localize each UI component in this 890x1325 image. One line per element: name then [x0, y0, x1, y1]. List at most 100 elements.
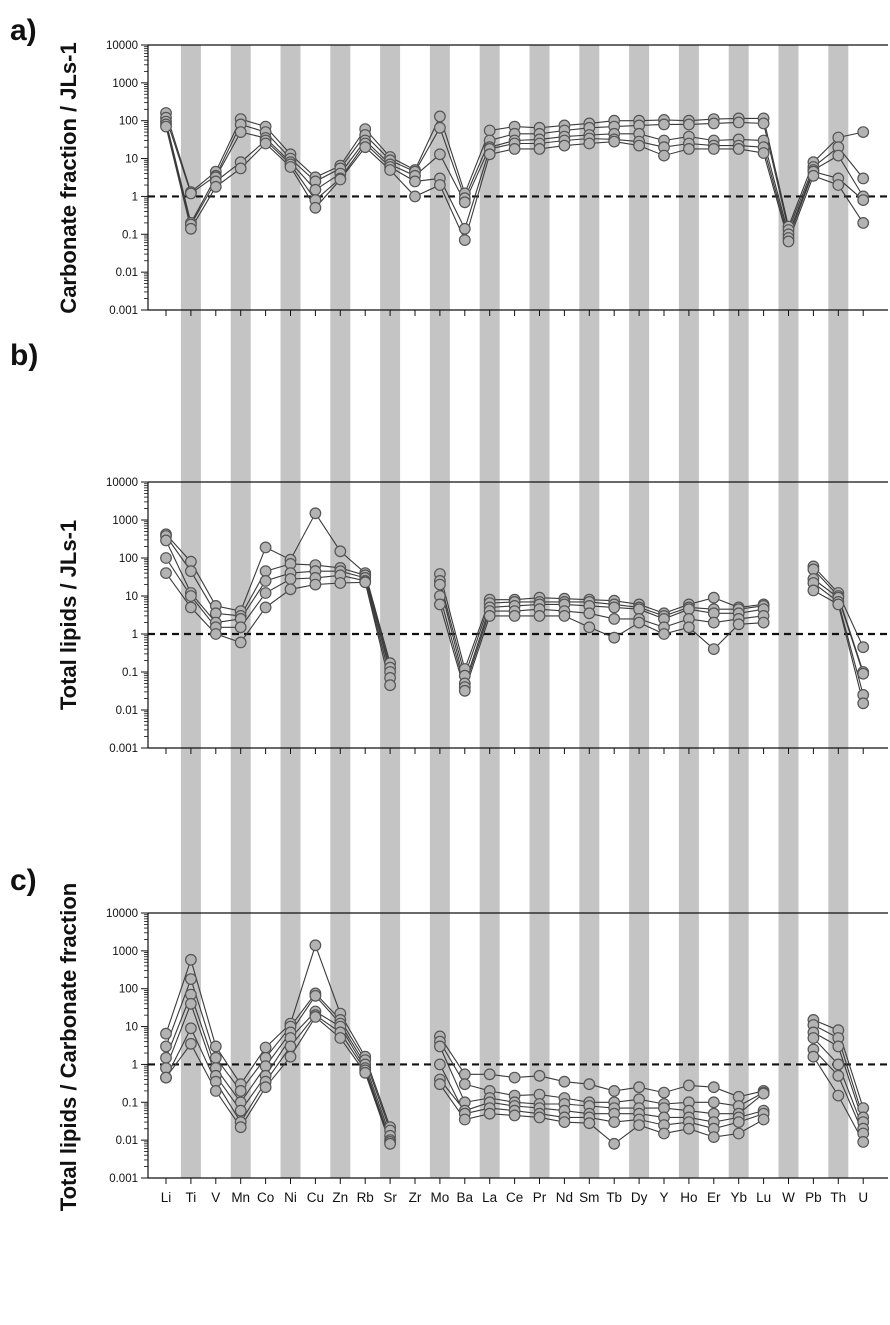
series-1-point-er — [707, 591, 720, 604]
series-5-point-rb — [359, 141, 372, 154]
series-2-point-ho — [683, 118, 695, 131]
x-tick-label-co: Co — [257, 1190, 274, 1205]
series-1-point-sm — [583, 1078, 596, 1091]
series-6-point-ni — [284, 1050, 297, 1063]
panel-c-ylabel: Total lipids / Carbonate fraction — [56, 883, 81, 1211]
x-tick-label-y: Y — [659, 1190, 668, 1205]
series-5-point-mn — [234, 162, 247, 175]
series-5-point-ni — [284, 161, 297, 173]
series-2-point-ti — [184, 187, 197, 200]
y-tick-label: 1 — [132, 629, 138, 641]
panel-b: b) Total lipids / JLs-1 0.001 0.01 0.1 1 10 1… — [10, 339, 888, 755]
x-tick-label-v: V — [211, 1190, 220, 1205]
series-5-line — [165, 572, 391, 686]
series-6-point-mo — [434, 1078, 446, 1091]
y-tick-label: 10 — [125, 1022, 138, 1034]
x-tick-label-pb: Pb — [805, 1190, 822, 1205]
series-5-point-th — [832, 598, 845, 611]
series-4-point-ti — [184, 997, 197, 1010]
series-5-point-nd — [558, 139, 571, 152]
y-tick-label: 10 — [125, 154, 138, 166]
series-5-point-yb — [732, 1116, 745, 1128]
panel-a-axes: 0.001 0.01 0.1 1 10 100 1000 10000 — [106, 40, 888, 317]
series-4-point-li — [160, 552, 172, 564]
series-5-point-v — [209, 180, 222, 193]
band-zn — [330, 45, 351, 1178]
series-5-point-ba — [458, 234, 471, 247]
series-2-point-ti — [184, 565, 197, 578]
panel-b-label: b) — [10, 339, 38, 372]
x-tick-label-zr: Zr — [409, 1190, 422, 1205]
series-2-point-lu — [757, 117, 770, 130]
series-5-point-ni — [284, 583, 297, 596]
series-4-point-er — [707, 616, 720, 629]
series-5-point-nd — [558, 610, 571, 622]
series-5-point-cu — [309, 578, 322, 591]
x-tick-label-tb: Tb — [606, 1190, 622, 1205]
band-w — [778, 45, 799, 1178]
series-6-line — [165, 1016, 391, 1144]
y-tick-label: 0.01 — [116, 267, 138, 279]
x-tick-label-u: U — [858, 1190, 868, 1205]
panel-c-axes: 0.001 0.01 0.1 1 10 100 1000 10000 — [106, 908, 888, 1185]
series-6-point-y — [658, 1127, 670, 1140]
series-5-point-ho — [683, 621, 695, 634]
series-3-point-lu — [757, 1087, 770, 1100]
series-5-point-mo — [434, 598, 446, 611]
x-tick-label-ho: Ho — [680, 1190, 697, 1205]
series-5-point-mo — [434, 1058, 446, 1071]
series-5-point-ni — [284, 1040, 297, 1053]
series-3-point-co — [259, 575, 272, 587]
x-tick-label-sm: Sm — [579, 1190, 599, 1205]
series-6-point-ce — [508, 1109, 521, 1122]
series-1-point-v — [209, 1040, 222, 1053]
series-5-point-pb — [807, 584, 820, 597]
series-6-point-zn — [334, 1032, 347, 1044]
series-3-point-th — [832, 149, 845, 162]
y-tick-label: 0.1 — [122, 667, 138, 679]
series-1-point-ce — [508, 1071, 521, 1084]
series-6-point-ho — [683, 1122, 695, 1135]
series-5-point-y — [658, 149, 670, 162]
series-2-point-er — [707, 117, 720, 130]
x-tick-label-zn: Zn — [332, 1190, 348, 1205]
series-5-point-mo — [434, 179, 446, 191]
series-3-point-mo — [434, 148, 446, 161]
series-1-point-la — [483, 1068, 496, 1081]
series-6-point-rb — [359, 1066, 372, 1079]
y-tick-label: 0.01 — [116, 705, 138, 717]
series-1-line — [165, 512, 391, 664]
series-5-point-sm — [583, 137, 596, 150]
series-1-point-cu — [309, 939, 322, 952]
series-5-point-zn — [334, 173, 347, 186]
series-6-point-er — [707, 1131, 720, 1143]
x-tick-label-cu: Cu — [307, 1190, 324, 1205]
series-4-point-tb — [608, 613, 621, 625]
series-5-point-ho — [683, 142, 695, 155]
series-5-point-li — [160, 120, 172, 133]
x-tick-label-mn: Mn — [231, 1190, 250, 1205]
series-1-point-u — [857, 126, 870, 139]
series-2-point-co — [259, 565, 272, 578]
series-3-point-mn — [234, 126, 247, 139]
series-1-point-th — [832, 131, 845, 144]
series-1-point-co — [259, 541, 272, 554]
series-2-point-ba — [458, 1078, 471, 1091]
series-5-point-ti — [184, 1022, 197, 1035]
panel-b-plot — [148, 507, 888, 710]
series-5-point-la — [483, 148, 496, 161]
y-tick-label: 10000 — [106, 908, 138, 920]
series-6-point-u — [857, 1135, 870, 1148]
panel-a-plot — [148, 107, 888, 248]
series-6-point-dy — [633, 1119, 645, 1131]
series-6-point-ba — [458, 1113, 471, 1126]
series-4-point-co — [259, 587, 272, 599]
series-5-point-dy — [633, 616, 645, 629]
y-tick-label: 0.001 — [109, 743, 138, 755]
series-6-point-pb — [807, 1050, 820, 1063]
series-6-point-th — [832, 1089, 845, 1102]
band-ni — [280, 45, 301, 1178]
series-3-point-mo — [434, 1040, 446, 1053]
series-2-point-u — [857, 172, 870, 185]
panel-c-label: c) — [10, 864, 37, 897]
